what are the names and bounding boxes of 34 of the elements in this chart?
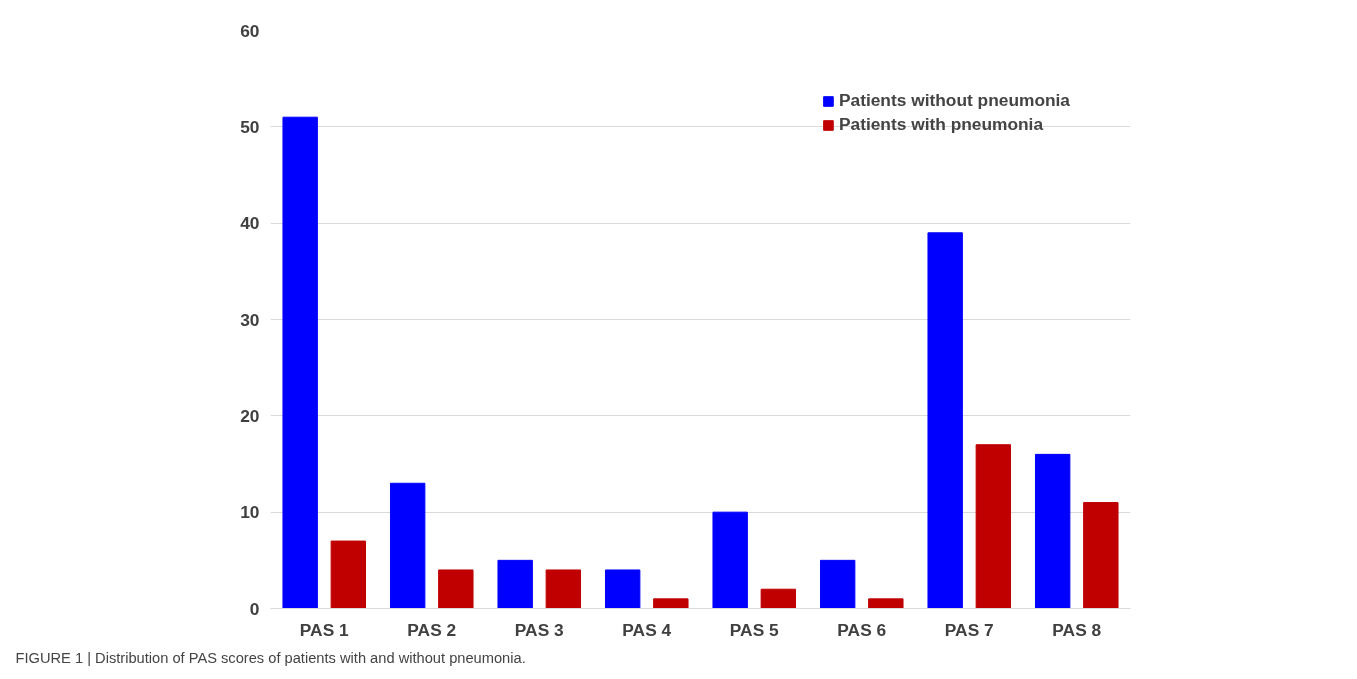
bar <box>1034 453 1071 609</box>
legend-label: Patients with pneumonia <box>838 114 1044 135</box>
y-tick-label: 0 <box>249 598 260 619</box>
bar <box>975 444 1012 609</box>
y-tick-label: 10 <box>240 502 260 523</box>
bar <box>712 511 748 609</box>
x-tick-label: PAS 5 <box>729 619 780 640</box>
bar <box>497 559 533 609</box>
y-tick-label: 20 <box>240 405 260 426</box>
y-tick-label: 50 <box>240 116 260 137</box>
x-tick-label: PAS 1 <box>299 619 350 640</box>
y-tick-label: 60 <box>240 20 260 41</box>
legend-label: Patients without pneumonia <box>838 90 1070 111</box>
y-tick-label: 30 <box>240 309 260 330</box>
bar <box>604 569 641 609</box>
x-tick-label: PAS 3 <box>514 619 565 640</box>
bar <box>927 232 963 609</box>
x-tick-label: PAS 2 <box>407 619 457 640</box>
bar <box>1083 502 1119 609</box>
caption: FIGURE 1 | Distribution of PAS scores of patients with and without pneumonia. <box>15 649 526 666</box>
x-tick-label: PAS 7 <box>944 619 994 640</box>
bar <box>819 559 856 609</box>
bar <box>545 569 582 609</box>
y-tick-label: 40 <box>240 213 260 234</box>
bar <box>438 569 474 609</box>
x-tick-label: PAS 4 <box>622 619 672 640</box>
bar <box>330 540 367 609</box>
bar <box>282 116 318 609</box>
bar <box>760 588 797 609</box>
bar <box>653 598 689 609</box>
x-tick-label: PAS 6 <box>837 619 887 640</box>
bar <box>389 482 426 609</box>
bar <box>868 598 904 609</box>
x-tick-label: PAS 8 <box>1052 619 1102 640</box>
